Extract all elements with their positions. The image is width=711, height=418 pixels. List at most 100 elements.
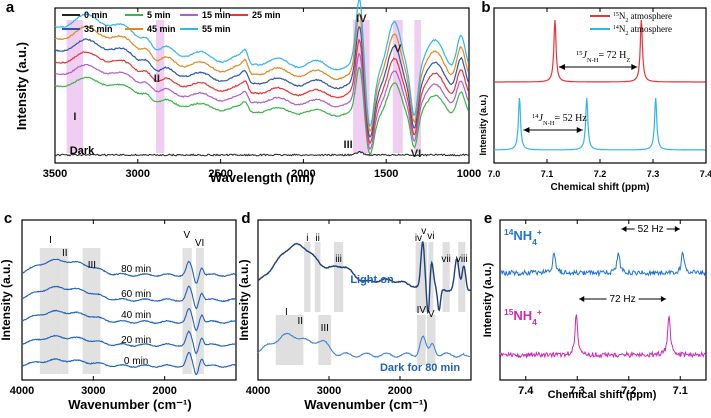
x-tick-label: 7.3 (647, 169, 660, 179)
highlight-band (275, 315, 298, 365)
highlight-band (318, 315, 332, 365)
series-label: 60 min (121, 289, 151, 300)
highlight-band (156, 20, 165, 153)
series-line (21, 258, 237, 284)
light-on-line (257, 241, 472, 314)
peak-label: vii (441, 254, 450, 265)
series-14n2 (494, 97, 706, 151)
peak-label: II (154, 73, 160, 85)
highlight-band (414, 20, 421, 153)
legend-entry: 14N2 atmosphere (613, 24, 672, 37)
peak-label: V (394, 43, 402, 55)
peak-label: VI (411, 148, 421, 160)
panel-a-ylabel: Intensity (a.u.) (14, 42, 29, 130)
x-tick-label: 7.3 (570, 385, 585, 397)
label-bg (634, 222, 667, 235)
series-line-1 (54, 66, 469, 155)
light-on-label: Light on (350, 274, 394, 286)
series-line-6 (54, 0, 469, 128)
peak-label: iv (415, 233, 422, 244)
series-label: 80 min (121, 264, 151, 275)
panel-a-letter: a (6, 0, 15, 16)
peak-label: II (62, 248, 68, 259)
dark-label: Dark (70, 145, 95, 157)
highlight-band (304, 242, 311, 312)
legend-entry: 0 min (84, 10, 108, 20)
panel-c-xlabel: Wavenumber (cm⁻¹) (68, 397, 191, 412)
series-line-3 (54, 38, 469, 145)
x-tick-label: 3000 (81, 385, 105, 397)
x-tick-label: 7.0 (488, 169, 501, 179)
series-line-4 (54, 25, 469, 138)
x-tick-label: 4000 (246, 385, 270, 397)
peak-label: III (344, 139, 353, 151)
x-tick-label: 7.4 (518, 385, 534, 397)
legend-entry: 15 min (202, 10, 231, 20)
peak-label: iii (335, 254, 342, 265)
peak-label: V (428, 309, 435, 320)
peak-label: V (183, 230, 190, 241)
peak-label: IV (417, 305, 427, 316)
peak-label: III (88, 260, 96, 271)
highlight-band (39, 248, 62, 374)
panel-d-letter: d (241, 210, 250, 227)
x-tick-label: 7.1 (673, 385, 688, 397)
highlight-band (415, 242, 422, 312)
panel-d-axes (257, 219, 472, 381)
coupling-15-label: 15JN-H= 72 HZ (576, 50, 630, 64)
panel-e-axes (499, 219, 707, 381)
panel-b-ylabel: Intensity (a.u.) (478, 94, 488, 155)
label-bg (606, 292, 639, 305)
peak-label: vi (427, 231, 434, 242)
panel-b-xlabel: Chemical shift (ppm) (551, 182, 650, 193)
series-15n2 (494, 19, 706, 83)
series-line-5 (54, 12, 469, 132)
peak-label: I (49, 235, 52, 246)
legend-entry: 35 min (84, 24, 113, 34)
series-line (21, 308, 237, 332)
series-label: 20 min (121, 335, 151, 346)
series-line (21, 330, 236, 355)
panel-e-ylabel: Intensity (a.u.) (482, 262, 494, 337)
x-tick-label: 2000 (152, 385, 176, 397)
peak-label: I (285, 307, 288, 318)
highlight-band (442, 242, 450, 312)
x-tick-label: 7.2 (594, 169, 607, 179)
x-tick-label: 1000 (457, 168, 481, 180)
series-15nh4 (499, 314, 706, 359)
label-14nh4: 14NH4+ (504, 227, 542, 247)
x-tick-label: 4000 (10, 385, 34, 397)
coupling-14-label: 52 Hz (638, 224, 664, 235)
series-label: 40 min (121, 310, 151, 321)
legend-entry: 55 min (202, 24, 231, 34)
series-line (21, 351, 237, 376)
x-tick-label: 2000 (291, 168, 315, 180)
panel-d-xlabel: Wavenumber (cm⁻¹) (304, 397, 427, 412)
legend-entry: 25 min (252, 10, 281, 20)
arrowhead (523, 127, 583, 133)
panel-d-ylabel: Intensity (a.u.) (237, 259, 251, 340)
peak-label: v (421, 226, 426, 237)
panel-c-ylabel: Intensity (a.u.) (0, 259, 13, 340)
highlight-band (333, 242, 344, 312)
peak-label: I (73, 111, 76, 123)
highlight-band (61, 248, 69, 374)
legend-entry: 15N2 atmosphere (613, 11, 672, 24)
highlight-band (196, 248, 204, 374)
x-tick-label: 2000 (388, 385, 412, 397)
peak-label: IV (356, 13, 367, 25)
highlight-band (426, 315, 436, 365)
x-tick-label: 3000 (317, 385, 341, 397)
coupling-14-label: 14JN-H= 52 Hz (532, 113, 587, 127)
panel-e-xlabel: Chemical shift (ppm) (548, 389, 657, 401)
peak-label: II (297, 316, 303, 327)
x-tick-label: 7.2 (621, 385, 636, 397)
panel-b-letter: b (481, 0, 490, 16)
legend-entry: 45 min (147, 24, 176, 34)
label-15nh4: 15NH4+ (504, 307, 542, 327)
x-tick-label: 2500 (208, 168, 232, 180)
highlight-band (421, 242, 427, 312)
series-line (21, 285, 237, 310)
panel-e-letter: e (484, 210, 492, 227)
